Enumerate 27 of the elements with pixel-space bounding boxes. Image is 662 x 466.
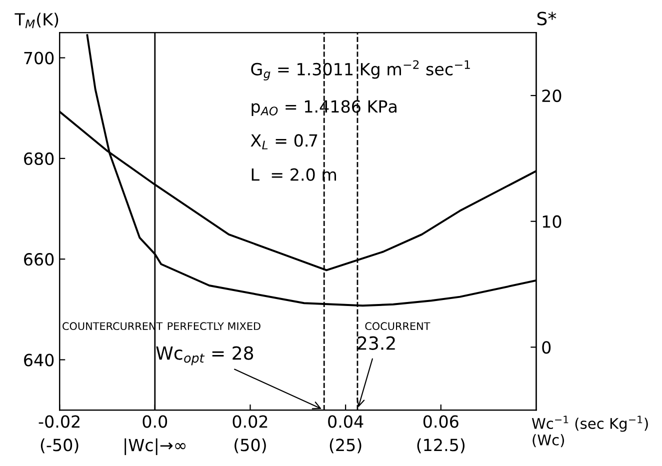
y-tick-label: 680 — [24, 152, 54, 166]
annotation: PERFECTLY MIXED — [168, 322, 260, 330]
x-tick-label: 0.04 — [328, 415, 364, 428]
x-tick-label: 0.02 — [232, 415, 268, 428]
y2-tick-label: 0 — [542, 341, 551, 354]
annotation: COCURRENT — [365, 322, 430, 330]
text: |Wc|→∞ — [124, 438, 186, 456]
text: (25) — [330, 438, 362, 454]
x-tick-label: 0.0 — [142, 415, 168, 428]
y2-tick-label: 20 — [542, 89, 562, 102]
text: (50) — [234, 438, 266, 454]
y-axis-title: T$_{M}$(K) — [14, 12, 58, 28]
x-tick-label: -0.02 — [38, 415, 80, 428]
text: Wc$^{−1}$ (sec Kg$^{−1}$) (Wc) — [532, 416, 648, 448]
y2-axis-title: S* — [537, 12, 556, 26]
y-tick-label: 640 — [24, 354, 54, 366]
text: (12.5) — [417, 438, 465, 454]
y2-tick-label: 10 — [542, 215, 562, 228]
text: (-50) — [40, 438, 78, 454]
y-tick-label: 700 — [24, 52, 54, 64]
annotation: Wc$_{opt}$ = 28 — [156, 346, 254, 366]
annotation: X$_{L}$ = 0.7 — [250, 134, 318, 150]
annotation: G$_{g}$ = 1.3011 Kg m$^{−2}$ sec$^{−1}$ — [251, 60, 470, 80]
annotation: p$_{AO}$ = 1.4186 KPa — [252, 100, 396, 116]
annotation: 23.2 — [358, 336, 395, 350]
y-tick-label: 660 — [24, 253, 54, 266]
x-tick-label: 0.06 — [423, 415, 458, 428]
